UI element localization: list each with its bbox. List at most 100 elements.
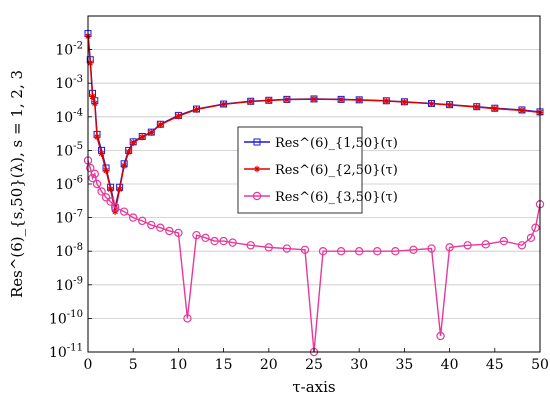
legend-item: Res^(6)_{3,50}(τ): [244, 190, 398, 205]
data-point: [174, 228, 183, 238]
data-point: [91, 100, 98, 107]
data-point: [116, 186, 123, 193]
data-point: [436, 331, 445, 341]
data-point: [252, 191, 262, 201]
data-point: [300, 245, 310, 255]
data-point: [98, 150, 105, 157]
y-tick-label: 10-7: [55, 208, 83, 226]
data-point: [106, 197, 115, 206]
data-point: [446, 101, 453, 109]
data-point: [120, 162, 128, 169]
x-tick-label: 10: [169, 357, 187, 373]
data-point: [401, 98, 408, 106]
data-point: [318, 246, 328, 256]
data-point: [428, 100, 435, 107]
data-point: [228, 238, 237, 247]
x-axis-label: τ-axis: [292, 378, 335, 396]
data-point: [518, 107, 526, 114]
legend: Res^(6)_{1,50}(τ) Res^(6)_{2,50}(τ) Res^(6…: [237, 126, 398, 214]
data-point: [147, 220, 156, 230]
series-layer: [83, 30, 545, 357]
data-point: [383, 97, 390, 105]
legend-label: Res^(6)_{1,50}(τ): [275, 136, 398, 151]
data-point: [138, 216, 147, 226]
legend-label: Res^(6)_{3,50}(τ): [275, 190, 398, 205]
data-point: [499, 236, 509, 246]
y-tick-label: 10-3: [55, 74, 83, 92]
data-point: [445, 243, 454, 252]
data-point: [193, 106, 200, 113]
data-point: [97, 187, 106, 196]
series-2: [84, 33, 544, 215]
data-point: [531, 223, 540, 232]
y-axis-label: Res^(6)_{s,50}(λ), s = 1, 2, 3: [8, 70, 26, 298]
data-point: [102, 167, 110, 174]
data-point: [526, 233, 536, 243]
data-point: [89, 93, 96, 100]
x-tick-label: 45: [486, 357, 504, 373]
data-point: [139, 133, 146, 141]
y-tick-label: 10-4: [55, 108, 83, 126]
data-point: [491, 105, 498, 112]
data-point: [119, 207, 129, 216]
data-point: [148, 129, 155, 136]
data-point: [192, 230, 201, 240]
y-tick-label: 10-10: [49, 309, 83, 327]
data-point: [247, 98, 254, 105]
data-point: [175, 112, 182, 120]
y-tick-label: 10-9: [55, 276, 83, 294]
data-point: [473, 103, 480, 111]
data-point: [264, 243, 273, 252]
data-point: [517, 241, 527, 250]
series-3: [83, 156, 545, 357]
data-point: [336, 246, 346, 256]
legend-item: Res^(6)_{2,50}(τ): [244, 163, 398, 178]
data-point: [125, 148, 132, 156]
data-point: [246, 241, 255, 250]
data-point: [481, 240, 490, 249]
x-tick-label: 25: [305, 357, 323, 373]
data-point: [355, 246, 364, 256]
data-point: [356, 96, 363, 104]
axis-ticks: 10-11 10-10 10-9 10-8 10-7 10-6 10-5 10-4 10-3 10…: [49, 40, 549, 373]
data-point: [183, 314, 192, 323]
data-point: [110, 203, 120, 212]
data-point: [93, 133, 101, 141]
y-tick-label: 10-2: [55, 40, 83, 58]
data-point: [409, 245, 418, 255]
x-tick-label: 0: [84, 357, 93, 373]
data-point: [201, 233, 210, 243]
data-point: [463, 241, 472, 250]
data-point: [156, 223, 165, 232]
data-point: [210, 236, 219, 246]
x-tick-label: 30: [350, 357, 368, 373]
data-point: [101, 193, 111, 202]
y-tick-label: 10-5: [55, 141, 83, 159]
data-point: [427, 244, 436, 253]
series-line: [87, 160, 541, 353]
data-point: [86, 163, 95, 173]
data-point: [92, 179, 102, 189]
x-tick-label: 5: [129, 357, 138, 373]
data-point: [373, 246, 382, 256]
data-point: [220, 101, 227, 108]
data-point: [253, 165, 261, 173]
x-tick-label: 50: [531, 357, 549, 373]
data-point: [128, 213, 138, 222]
data-point: [265, 97, 272, 104]
data-point: [337, 96, 345, 103]
data-point: [165, 226, 174, 236]
x-tick-label: 15: [215, 357, 233, 373]
data-point: [107, 186, 114, 193]
data-point: [130, 139, 137, 146]
data-point: [157, 121, 164, 128]
data-point: [87, 59, 94, 67]
x-tick-label: 40: [441, 357, 459, 373]
data-point: [88, 173, 97, 183]
y-tick-label: 10-6: [55, 175, 83, 193]
data-point: [253, 138, 261, 146]
data-point: [310, 95, 318, 103]
y-tick-label: 10-8: [55, 242, 83, 260]
